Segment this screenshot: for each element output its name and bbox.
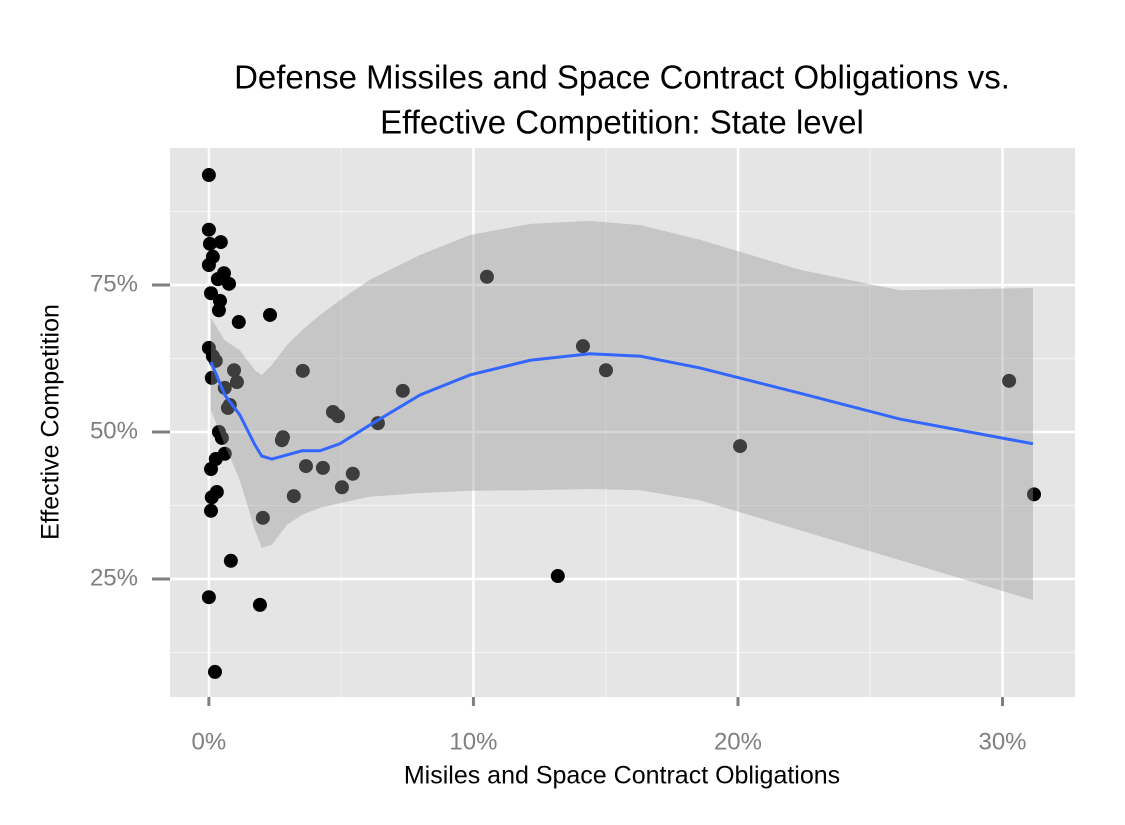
point [1026, 487, 1041, 502]
point [213, 235, 228, 250]
confidence-band [211, 220, 1033, 601]
point [255, 510, 270, 525]
point [345, 466, 360, 481]
y-tick-label: 50% [90, 417, 138, 444]
point [201, 222, 216, 237]
point [221, 276, 236, 291]
point [205, 249, 220, 264]
point [204, 462, 219, 477]
point [204, 503, 219, 518]
point [223, 553, 238, 568]
x-tick-label: 10% [449, 728, 497, 755]
point [334, 480, 349, 495]
point [550, 569, 565, 584]
x-tick-label: 30% [978, 728, 1026, 755]
point [211, 303, 226, 318]
point [395, 383, 410, 398]
y-tick-label: 25% [90, 564, 138, 591]
point [274, 433, 289, 448]
point [214, 430, 229, 445]
point [598, 363, 613, 378]
point [227, 363, 242, 378]
point [295, 363, 310, 378]
point [262, 307, 277, 322]
point [286, 489, 301, 504]
y-tick-label: 75% [90, 270, 138, 297]
x-axis-title: Misiles and Space Contract Obligations [404, 762, 840, 790]
point [201, 590, 216, 605]
y-axis-title: Effective Competition [37, 304, 65, 540]
point [330, 409, 345, 424]
point [315, 460, 330, 475]
point [575, 339, 590, 354]
point [733, 439, 748, 454]
smooth-line [209, 352, 1034, 461]
point [229, 375, 244, 390]
point [1002, 373, 1017, 388]
point [298, 459, 313, 474]
point [479, 269, 494, 284]
point [231, 315, 246, 330]
chart-title: Effective Competition: State level [380, 104, 864, 141]
x-tick-label: 0% [192, 728, 227, 755]
chart-title: Defense Missiles and Space Contract Obli… [234, 59, 1010, 96]
point [202, 236, 217, 251]
point [210, 272, 225, 287]
point [204, 490, 219, 505]
point [252, 597, 267, 612]
x-tick-label: 20% [714, 728, 762, 755]
point [207, 664, 222, 679]
point [201, 168, 216, 183]
